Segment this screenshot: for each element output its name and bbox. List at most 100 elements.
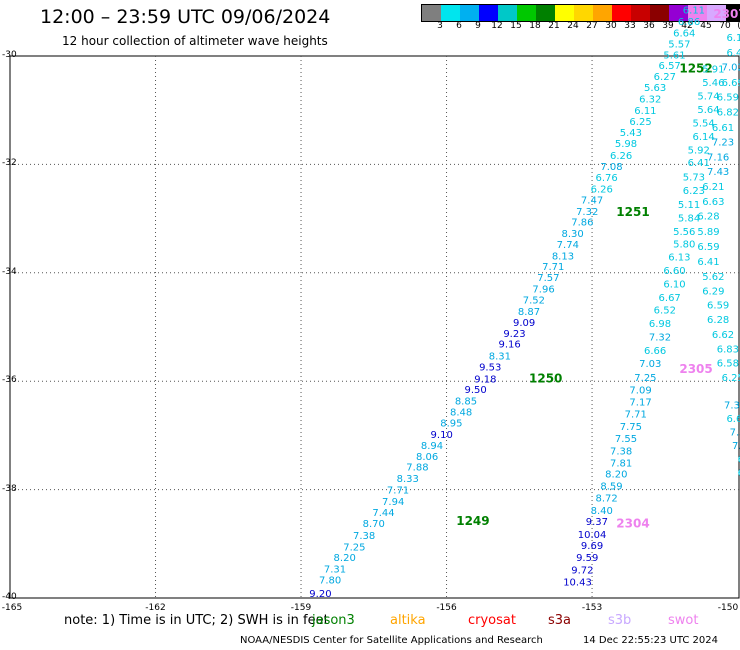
wave-height-value: 6.59: [717, 92, 739, 103]
wave-height-value: 6.26: [591, 185, 613, 196]
wave-height-value: 5.74: [697, 91, 719, 102]
wave-height-value: 7.86: [571, 218, 593, 229]
wave-height-value: 9.69: [581, 541, 603, 552]
wave-height-value: 7.2: [732, 441, 740, 452]
wave-height-value: 6.: [738, 468, 740, 479]
wave-height-value: 5.11: [678, 200, 700, 211]
color-swatch: [555, 5, 574, 21]
color-scale-label: 36: [643, 21, 655, 31]
wave-height-value: 6.67: [659, 293, 681, 304]
wave-height-value: 7.08: [600, 162, 622, 173]
wave-height-value: 8.48: [450, 407, 472, 418]
satellite-legend-item: s3a: [548, 613, 572, 628]
latitude-label: -34: [2, 266, 17, 277]
wave-height-value: 8.85: [455, 397, 477, 408]
color-swatch: [536, 5, 555, 21]
pass-time-label: 2307: [713, 7, 740, 21]
wave-height-value: 6.32: [639, 95, 661, 106]
wave-height-value: 8.87: [518, 307, 540, 318]
wave-height-value: 5.73: [683, 173, 705, 184]
wave-height-value: 8.20: [334, 553, 356, 564]
wave-height-value: 7.71: [542, 262, 564, 273]
wave-height-value: 6.11: [634, 106, 656, 117]
wave-height-value: 7.32: [576, 207, 598, 218]
wave-height-value: 8.95: [440, 419, 462, 430]
wave-height-value: 8.20: [605, 470, 627, 481]
wave-height-value: 5.43: [620, 128, 642, 139]
wave-height-value: 9.37: [586, 517, 608, 528]
wave-height-value: 7.38: [610, 446, 632, 457]
color-swatch: [593, 5, 612, 21]
color-swatch: [517, 5, 536, 21]
color-scale-label: 9: [475, 21, 481, 31]
wave-height-value: 8.13: [552, 251, 574, 262]
wave-height-value: 8.59: [600, 482, 622, 493]
wave-height-value: 6.83: [717, 344, 739, 355]
wave-height-value: 6.25: [722, 373, 740, 384]
wave-height-value: 7.55: [615, 434, 637, 445]
wave-height-value: 6.26: [610, 151, 632, 162]
wave-height-value: 6.14: [726, 33, 740, 44]
color-swatch: [460, 5, 479, 21]
longitude-label: -153: [581, 603, 603, 613]
wave-height-value: 10.43: [563, 578, 592, 589]
color-swatch: [422, 5, 441, 21]
pass-time-label: 1252: [679, 61, 712, 75]
wave-height-value: 6.58: [717, 359, 739, 370]
wave-height-value: 7.25: [634, 373, 656, 384]
color-swatch: [574, 5, 593, 21]
wave-height-value: 7.02: [722, 63, 740, 74]
wave-height-value: 9.16: [498, 340, 520, 351]
color-swatch: [650, 5, 669, 21]
longitude-label: -165: [1, 603, 23, 613]
wave-height-value: 7.47: [581, 195, 603, 206]
wave-height-value: 6.61: [712, 123, 734, 134]
page-subtitle: 12 hour collection of altimeter wave hei…: [62, 34, 328, 48]
satellite-legend-item: jason3: [312, 613, 355, 628]
wave-height-value: 9.53: [479, 362, 501, 373]
wave-height-value: 6.69: [722, 78, 740, 89]
wave-height-value: 9.50: [465, 385, 487, 396]
color-swatch: [479, 5, 498, 21]
wave-height-value: 5.63: [644, 83, 666, 94]
color-scale-label: 27: [586, 21, 598, 31]
wave-height-value: 5.92: [688, 146, 710, 157]
wave-height-value: 7.57: [537, 273, 559, 284]
wave-height-value: 6.60: [663, 266, 685, 277]
longitude-label: -150: [717, 603, 739, 613]
wave-height-value: 6.11: [683, 6, 705, 17]
color-swatch: [707, 5, 726, 21]
wave-height-value: 9.72: [571, 566, 593, 577]
wave-height-value: 6.62: [712, 330, 734, 341]
wave-height-value: 6.27: [654, 72, 676, 83]
satellite-legend-item: s3b: [608, 613, 632, 628]
wave-height-value: 7.80: [319, 575, 341, 586]
wave-height-value: 6.: [738, 455, 740, 466]
wave-height-value: 5.61: [663, 51, 685, 62]
wave-height-value: 5.57: [668, 39, 690, 50]
wave-height-value: 5.91: [702, 64, 724, 75]
wave-height-value: 7.09: [629, 386, 651, 397]
wave-height-value: 6.23: [683, 186, 705, 197]
wave-height-value: 8.94: [421, 441, 443, 452]
wave-height-value: 9.59: [576, 553, 598, 564]
wave-height-value: 7.96: [532, 284, 554, 295]
wave-height-value: 6.41: [697, 257, 719, 268]
color-scale-label: (ft): [737, 21, 740, 31]
wave-height-value: 6.52: [654, 305, 676, 316]
wave-height-value: 7.74: [557, 240, 579, 251]
wave-height-value: 5.64: [697, 105, 719, 116]
wave-height-value: 7.5: [730, 427, 740, 438]
wave-height-value: 7.25: [343, 542, 365, 553]
satellite-legend-item: altika: [390, 613, 426, 628]
longitude-label: -156: [436, 603, 457, 613]
longitude-label: -162: [145, 603, 166, 613]
color-swatch: [441, 5, 460, 21]
wave-height-value: 7.81: [610, 458, 632, 469]
wave-height-value: 6.59: [697, 242, 719, 253]
wave-height-value: 9.20: [309, 589, 331, 600]
wave-height-value: 6.14: [692, 132, 714, 143]
wave-height-value: 9.23: [503, 329, 525, 340]
wave-height-value: 5.54: [692, 118, 714, 129]
